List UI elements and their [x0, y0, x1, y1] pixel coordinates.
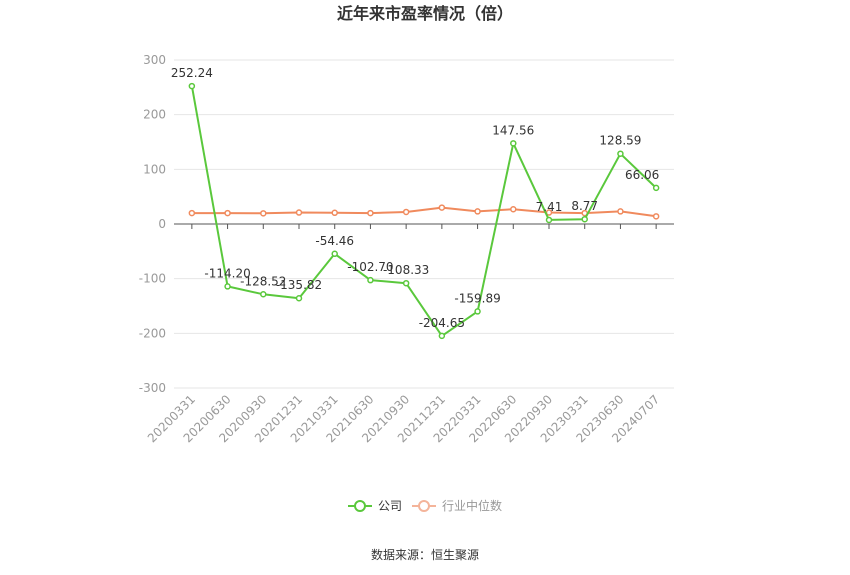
point-industry[interactable] [474, 208, 481, 215]
data-label: 128.59 [599, 134, 641, 148]
point-company[interactable] [260, 291, 267, 298]
point-industry[interactable] [510, 205, 517, 213]
y-tick-label: 300 [143, 53, 166, 67]
point-company[interactable] [545, 216, 553, 224]
legend-label-company: 公司 [378, 499, 402, 513]
data-label: 7.41 [536, 200, 563, 214]
point-company[interactable] [474, 308, 481, 315]
point-company[interactable] [652, 184, 660, 192]
data-label: 8.77 [571, 199, 598, 213]
point-industry[interactable] [260, 210, 267, 217]
data-label: -54.46 [315, 234, 354, 248]
data-label: -102.70 [347, 260, 393, 274]
point-company[interactable] [510, 140, 517, 147]
data-label: 66.06 [625, 168, 659, 182]
data-label: -204.65 [419, 316, 465, 330]
legend-marker-company [354, 500, 366, 512]
point-industry[interactable] [331, 209, 338, 217]
y-tick-label: 100 [143, 162, 166, 176]
point-company[interactable] [367, 276, 374, 284]
point-industry[interactable] [188, 209, 196, 217]
data-label: 147.56 [492, 123, 534, 137]
point-company[interactable] [331, 250, 338, 258]
legend-item-industry[interactable]: 行业中位数 [412, 498, 502, 513]
y-tick-label: -100 [139, 272, 166, 286]
point-industry[interactable] [438, 204, 446, 211]
point-industry[interactable] [295, 209, 303, 216]
point-company[interactable] [295, 294, 303, 302]
chart-title: 近年来市盈率情况（倍） [337, 4, 513, 23]
legend-marker-industry [418, 500, 430, 512]
point-industry[interactable] [224, 209, 231, 217]
series-layer [188, 82, 660, 340]
data-label: -128.52 [240, 274, 286, 288]
data-label: -114.20 [204, 266, 250, 280]
point-industry[interactable] [617, 208, 624, 215]
point-company[interactable] [581, 215, 588, 223]
data-label: -159.89 [454, 291, 500, 305]
source-note: 数据来源：恒生聚源 [371, 547, 479, 562]
y-tick-label: -300 [139, 381, 166, 395]
grid [174, 59, 674, 389]
data-label: -135.82 [276, 278, 322, 292]
data-label: 252.24 [171, 66, 213, 80]
point-company[interactable] [188, 82, 196, 90]
point-company[interactable] [617, 150, 624, 157]
legend-item-company[interactable]: 公司 [348, 499, 402, 513]
point-company[interactable] [224, 283, 231, 290]
y-tick-label: 200 [143, 108, 166, 122]
point-company[interactable] [438, 332, 446, 340]
point-industry[interactable] [367, 209, 374, 217]
legend: 公司 行业中位数 [348, 498, 502, 513]
series-line-company [190, 85, 657, 337]
y-axis: -300 -200 -100 0 100 200 300 [139, 53, 166, 395]
data-label: -108.33 [383, 263, 429, 277]
y-tick-label: -200 [139, 326, 166, 340]
series-line-industry [191, 206, 657, 218]
y-tick-label: 0 [158, 217, 166, 231]
legend-label-industry: 行业中位数 [442, 498, 502, 513]
data-labels: 252.24 -114.20-128.52-135.82 -54.46 -102.70… [171, 66, 659, 330]
point-company[interactable] [402, 279, 410, 287]
point-industry[interactable] [402, 208, 410, 216]
point-industry[interactable] [652, 213, 660, 220]
